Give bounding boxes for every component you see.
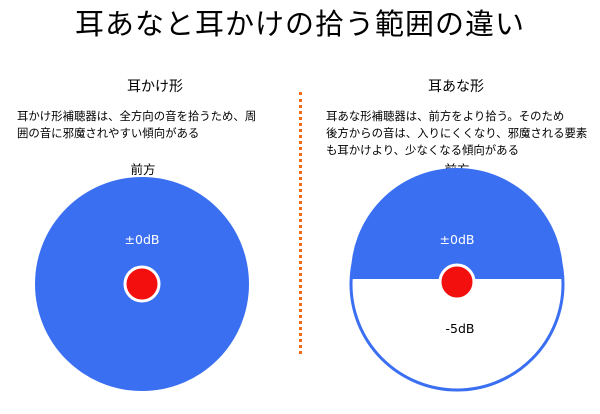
ite-heading: 耳あな形 [428,79,484,95]
ite-front-cap [351,168,564,279]
page-title: 耳あなと耳かけの拾う範囲の違い [74,7,525,41]
bte-level-label: ±0dB [125,232,160,247]
ite-description: 耳あな形補聴器は、前方をより拾う。そのため 後方からの音は、入りにくくなり、邪魔… [326,109,588,157]
bte-ear-dot [123,265,161,303]
column-divider [299,92,302,354]
bte-front-label: 前方 [130,162,156,177]
ite-front-level-label: ±0dB [440,232,475,247]
ite-ear-dot [438,263,476,301]
ite-back-level-label: -5dB [446,321,475,336]
bte-description: 耳かけ形補聴器は、全方向の音を拾うため、周 囲の音に邪魔されやすい傾向がある [17,109,257,140]
bte-heading: 耳かけ形 [127,79,183,95]
